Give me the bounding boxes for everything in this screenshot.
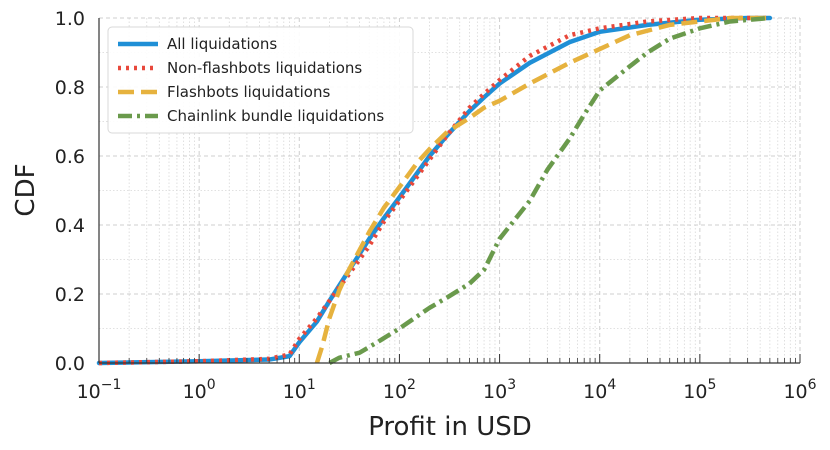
y-tick-label: 0.6 (55, 146, 85, 168)
x-tick-label: 104 (583, 377, 616, 403)
x-tick-exponent: 4 (607, 377, 616, 393)
series-layer (96, 15, 773, 366)
x-tick-base: 10 (383, 381, 407, 403)
plot-frame (98, 18, 800, 364)
x-tick-base: 10 (483, 381, 507, 403)
x-tick-base: 10 (783, 381, 807, 403)
legend-label-1: All liquidations (167, 35, 277, 53)
series-line-2 (98, 15, 770, 366)
y-tick-label: 0.4 (55, 215, 85, 237)
x-tick-base: 10 (77, 381, 101, 403)
x-tick-base: 10 (683, 381, 707, 403)
axis-ticks (98, 354, 801, 363)
x-tick-exponent: 5 (707, 377, 716, 393)
x-tick-label: 106 (783, 377, 816, 403)
series-line-1 (96, 15, 773, 366)
x-tick-labels: 10−1 100 101 102 103 104 105 106 (77, 377, 817, 403)
x-axis-title: Profit in USD (368, 412, 532, 442)
y-tick-label: 0.0 (55, 353, 85, 375)
x-tick-base: 10 (583, 381, 607, 403)
x-tick-exponent: 0 (207, 377, 216, 393)
legend-label-3: Flashbots liquidations (167, 83, 330, 101)
x-tick-label: 100 (183, 377, 216, 403)
x-tick-label: 105 (683, 377, 716, 403)
y-axis-title: CDF (11, 163, 41, 216)
legend-label-2: Non-flashbots liquidations (167, 59, 362, 77)
x-tick-label: 103 (483, 377, 516, 403)
x-tick-exponent: −1 (101, 377, 122, 393)
x-tick-base: 10 (183, 381, 207, 403)
series-line-3 (314, 15, 770, 364)
x-tick-exponent: 2 (407, 377, 416, 393)
x-tick-exponent: 1 (307, 377, 316, 393)
x-tick-exponent: 3 (507, 377, 516, 393)
x-tick-exponent: 6 (808, 377, 817, 393)
x-tick-base: 10 (283, 381, 307, 403)
y-tick-labels: 0.0 0.2 0.4 0.6 0.8 1.0 (55, 8, 85, 375)
x-tick-label: 102 (383, 377, 416, 403)
legend-label-4: Chainlink bundle liquidations (167, 107, 384, 125)
y-tick-label: 0.2 (55, 284, 85, 306)
x-tick-label: 101 (283, 377, 316, 403)
x-tick-label: 10−1 (77, 377, 122, 403)
y-tick-label: 0.8 (55, 77, 85, 99)
y-tick-label: 1.0 (55, 8, 85, 30)
series-line-4 (328, 15, 771, 365)
legend: All liquidations Non-flashbots liquidatio… (107, 26, 414, 134)
legend-box (107, 26, 414, 134)
